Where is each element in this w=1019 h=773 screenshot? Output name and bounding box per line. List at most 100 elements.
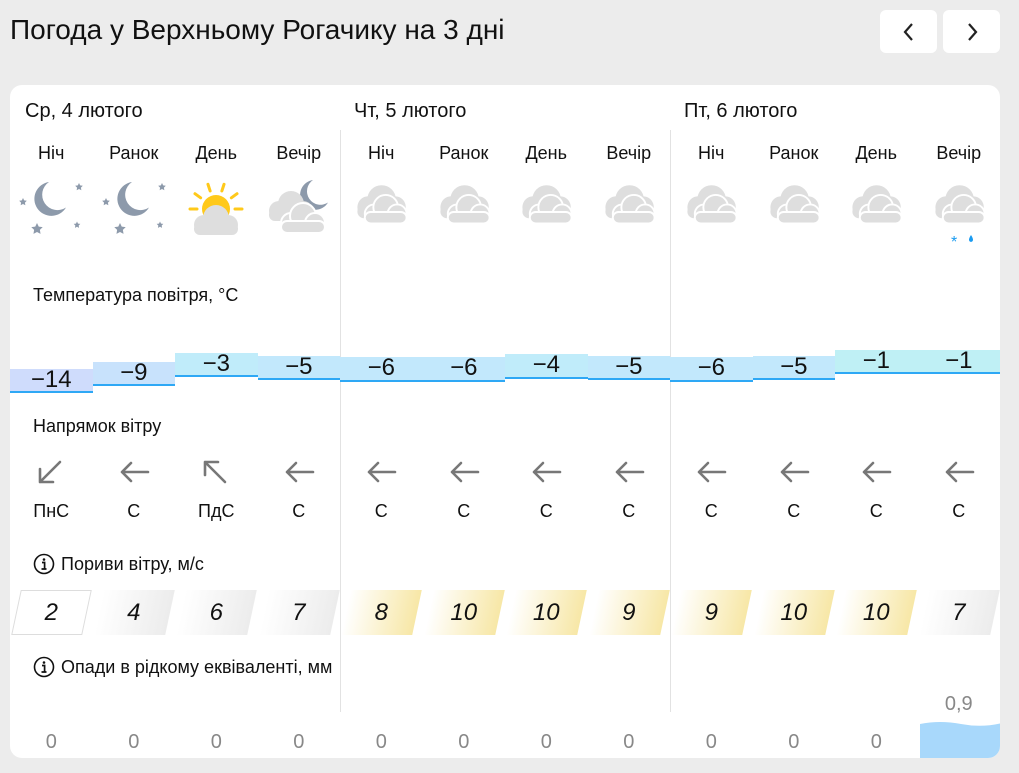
overcast-icon bbox=[423, 177, 506, 247]
temperature-value: −9 bbox=[120, 358, 148, 386]
wind-direction: С bbox=[127, 501, 141, 521]
gust-value: 9 bbox=[704, 598, 718, 626]
gust-cell: 4 bbox=[93, 590, 176, 635]
gust-cell: 2 bbox=[10, 590, 93, 635]
temperature-bar: −5 bbox=[752, 353, 835, 381]
temperature-value: −6 bbox=[367, 354, 395, 382]
chevron-right-icon bbox=[967, 22, 977, 41]
arrow-left-icon bbox=[835, 457, 918, 487]
temperature-bar: −5 bbox=[587, 352, 670, 381]
period-label: Ранок bbox=[109, 143, 159, 163]
period-label: Ніч bbox=[38, 143, 65, 163]
precip-value: 0 bbox=[458, 731, 470, 753]
wind-direction: ПнС bbox=[33, 501, 70, 521]
temperature-bar: −1 bbox=[917, 346, 1000, 375]
gust-cell: 10 bbox=[835, 590, 918, 635]
arrow-left-icon bbox=[258, 457, 341, 487]
precip-value: 0 bbox=[293, 731, 305, 753]
wind-direction: С bbox=[457, 501, 471, 521]
overcast-icon bbox=[505, 177, 588, 247]
period-label: День bbox=[855, 143, 898, 163]
precip-value: 0 bbox=[128, 731, 140, 753]
gust-value: 6 bbox=[209, 598, 223, 626]
day-divider bbox=[340, 130, 341, 712]
temperature-bar: −5 bbox=[257, 352, 340, 381]
precip-value: 0 bbox=[375, 731, 387, 753]
temperature-bar: −14 bbox=[10, 366, 93, 394]
temperature-value: −6 bbox=[697, 354, 725, 382]
precip-value: 0 bbox=[705, 731, 717, 753]
precip-value: 0,9 bbox=[944, 693, 973, 715]
gusts-title[interactable]: Пориви вітру, м/с bbox=[33, 553, 204, 575]
temperature-bar: −6 bbox=[670, 354, 753, 382]
temperature-bar: −4 bbox=[505, 351, 588, 379]
arrow-left-icon bbox=[423, 457, 506, 487]
temperature-value: −1 bbox=[945, 346, 973, 374]
wind-direction: С bbox=[869, 501, 883, 521]
gust-value: 10 bbox=[862, 598, 890, 626]
precip-value: 0 bbox=[540, 731, 552, 753]
arrow-left-icon bbox=[93, 457, 176, 487]
day-label: Чт, 5 лютого bbox=[354, 100, 467, 122]
gust-cell: 8 bbox=[340, 590, 423, 635]
gust-value: 8 bbox=[374, 598, 388, 626]
period-label: Ранок bbox=[439, 143, 489, 163]
period-label: Ніч bbox=[368, 143, 395, 163]
day-divider bbox=[670, 130, 671, 712]
precip-title[interactable]: Опади в рідкому еквіваленті, мм bbox=[33, 656, 332, 678]
temperature-value: −4 bbox=[532, 351, 560, 379]
precip-bar bbox=[919, 718, 1000, 758]
info-icon[interactable] bbox=[33, 553, 55, 575]
temperature-value: −5 bbox=[615, 352, 643, 380]
gust-cell: 10 bbox=[753, 590, 836, 635]
svg-text:*: * bbox=[951, 234, 957, 249]
next-button[interactable] bbox=[943, 10, 1000, 53]
precip-value: 0 bbox=[45, 731, 57, 753]
gust-value: 7 bbox=[292, 598, 306, 626]
gust-value: 2 bbox=[44, 598, 58, 626]
page-title: Погода у Верхньому Рогачику на 3 дні bbox=[10, 14, 505, 45]
temperature-bar: −3 bbox=[175, 349, 258, 378]
temperature-value: −5 bbox=[285, 352, 313, 380]
gust-cell: 10 bbox=[423, 590, 506, 635]
temperature-bar: −1 bbox=[835, 347, 918, 375]
wind-direction: С bbox=[292, 501, 306, 521]
moon-stars-icon bbox=[10, 177, 93, 247]
temperature-bar: −6 bbox=[340, 354, 423, 382]
gust-cell: 10 bbox=[505, 590, 588, 635]
arrow-left-icon bbox=[918, 457, 1001, 487]
temperature-title: Температура повітря, °C bbox=[33, 285, 239, 305]
gust-value: 10 bbox=[780, 598, 808, 626]
precip-value: 0 bbox=[210, 731, 222, 753]
forecast-card: Ср, 4 лютого Чт, 5 лютого Пт, 6 лютого Т… bbox=[10, 85, 1000, 758]
prev-button[interactable] bbox=[880, 10, 937, 53]
wind-direction: С bbox=[704, 501, 718, 521]
period-label: Ніч bbox=[698, 143, 725, 163]
day-label: Ср, 4 лютого bbox=[25, 100, 143, 122]
info-icon[interactable] bbox=[33, 656, 55, 678]
arrow-up-left-icon bbox=[175, 457, 258, 487]
gusts-label: Пориви вітру, м/с bbox=[61, 553, 204, 574]
temperature-value: −3 bbox=[202, 349, 230, 377]
wind-title: Напрямок вітру bbox=[33, 416, 162, 436]
temperature-value: −6 bbox=[450, 354, 478, 382]
overcast-snow-rain-icon: * bbox=[918, 177, 1001, 249]
arrow-left-icon bbox=[340, 457, 423, 487]
wind-direction: ПдС bbox=[198, 501, 235, 521]
chevron-left-icon bbox=[903, 22, 913, 41]
precip-label: Опади в рідкому еквіваленті, мм bbox=[61, 656, 333, 677]
period-label: День bbox=[195, 143, 238, 163]
arrow-left-icon bbox=[505, 457, 588, 487]
wind-direction: С bbox=[622, 501, 636, 521]
gust-value: 4 bbox=[127, 598, 141, 626]
gust-value: 9 bbox=[622, 598, 636, 626]
precip-value: 0 bbox=[623, 731, 635, 753]
temperature-bar: −6 bbox=[422, 354, 505, 382]
wind-direction: С bbox=[374, 501, 388, 521]
period-label: Вечір bbox=[606, 143, 652, 163]
overcast-icon bbox=[835, 177, 918, 247]
gust-value: 10 bbox=[450, 598, 478, 626]
arrow-left-icon bbox=[670, 457, 753, 487]
period-label: День bbox=[525, 143, 568, 163]
cloud-moon-icon bbox=[258, 177, 341, 247]
